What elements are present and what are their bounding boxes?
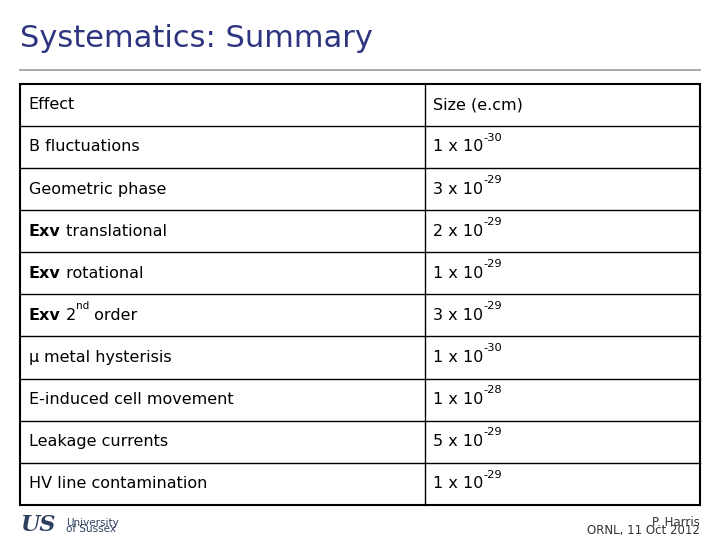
Text: -29: -29	[483, 301, 502, 311]
Text: -28: -28	[484, 386, 503, 395]
Text: -29: -29	[484, 259, 503, 269]
Text: University: University	[66, 518, 119, 528]
Text: 3 x 10: 3 x 10	[433, 181, 483, 197]
Text: Systematics: Summary: Systematics: Summary	[20, 24, 373, 53]
Text: B fluctuations: B fluctuations	[29, 139, 140, 154]
Text: Geometric phase: Geometric phase	[29, 181, 166, 197]
Text: 1 x 10: 1 x 10	[433, 139, 484, 154]
Text: of Sussex: of Sussex	[66, 524, 116, 534]
Text: Size (e.cm): Size (e.cm)	[433, 97, 523, 112]
Text: Exv: Exv	[29, 224, 60, 239]
Text: E-induced cell movement: E-induced cell movement	[29, 392, 233, 407]
Text: Exv: Exv	[29, 266, 60, 281]
Text: -29: -29	[483, 428, 502, 437]
Text: -29: -29	[484, 470, 503, 480]
Text: 2: 2	[60, 308, 76, 323]
Text: ORNL, 11 Oct 2012: ORNL, 11 Oct 2012	[587, 524, 700, 537]
Text: 1 x 10: 1 x 10	[433, 392, 484, 407]
Text: P. Harris: P. Harris	[652, 516, 700, 529]
Bar	[20, 84, 700, 505]
Text: translational: translational	[60, 224, 166, 239]
Text: rotational: rotational	[60, 266, 143, 281]
Text: -30: -30	[484, 133, 503, 143]
Text: Leakage currents: Leakage currents	[29, 434, 168, 449]
Text: order: order	[89, 308, 138, 323]
Text: 3 x 10: 3 x 10	[433, 308, 483, 323]
Text: 1 x 10: 1 x 10	[433, 476, 484, 491]
Text: nd: nd	[76, 301, 89, 311]
Text: HV line contamination: HV line contamination	[29, 476, 207, 491]
Text: μ: μ	[29, 350, 44, 365]
Text: 1 x 10: 1 x 10	[433, 350, 484, 365]
Text: Exv: Exv	[29, 308, 60, 323]
Text: Effect: Effect	[29, 97, 75, 112]
Text: -29: -29	[483, 217, 502, 227]
Text: 1 x 10: 1 x 10	[433, 266, 484, 281]
Text: metal hysterisis: metal hysterisis	[44, 350, 172, 365]
Text: -30: -30	[484, 343, 503, 353]
Text: -29: -29	[483, 175, 502, 185]
Text: US: US	[20, 514, 55, 536]
Text: 2 x 10: 2 x 10	[433, 224, 483, 239]
Text: 5 x 10: 5 x 10	[433, 434, 483, 449]
